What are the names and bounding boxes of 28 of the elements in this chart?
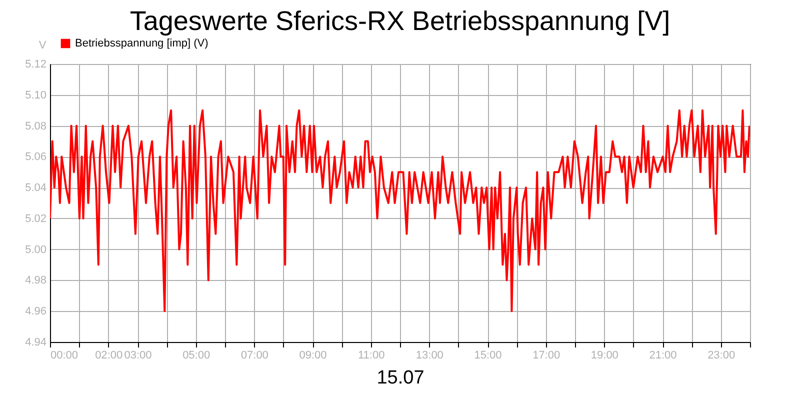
chart-title: Tageswerte Sferics-RX Betriebsspannung [V] (130, 6, 670, 36)
x-axis-title: 15.07 (376, 368, 424, 388)
legend-label: Betriebsspannung [imp] (V) (75, 38, 208, 50)
x-tick-label: 09:00 (299, 350, 327, 362)
y-tick-label: 5.12 (25, 58, 46, 70)
y-tick-label: 5.08 (25, 120, 46, 132)
x-tick-label: 05:00 (182, 350, 210, 362)
y-axis-title: V (38, 40, 47, 52)
x-tick-label: 03:00 (124, 350, 152, 362)
x-tick-label: 23:00 (708, 350, 736, 362)
y-tick-label: 4.94 (25, 336, 46, 348)
y-tick-label: 4.96 (25, 306, 46, 318)
x-tick-label: 21:00 (649, 350, 677, 362)
x-tick-label: 13:00 (416, 350, 444, 362)
x-tick-label: 11:00 (358, 350, 385, 362)
x-tick-label: 00:00 (50, 350, 78, 362)
x-tick-label: 19:00 (590, 350, 618, 362)
x-tick-label: 07:00 (240, 350, 268, 362)
line-series (50, 109, 750, 312)
y-tick-label: 5.04 (25, 182, 46, 194)
x-tick-label: 02:00 (95, 350, 123, 362)
y-tick-label: 5.02 (25, 212, 46, 225)
y-tick-label: 5.10 (25, 89, 46, 102)
y-tick-label: 5.00 (25, 244, 46, 256)
y-tick-label: 5.06 (25, 151, 46, 164)
x-tick-label: 17:00 (532, 350, 560, 362)
x-tick-label: 15:00 (474, 350, 502, 362)
y-tick-label: 4.98 (25, 274, 46, 287)
